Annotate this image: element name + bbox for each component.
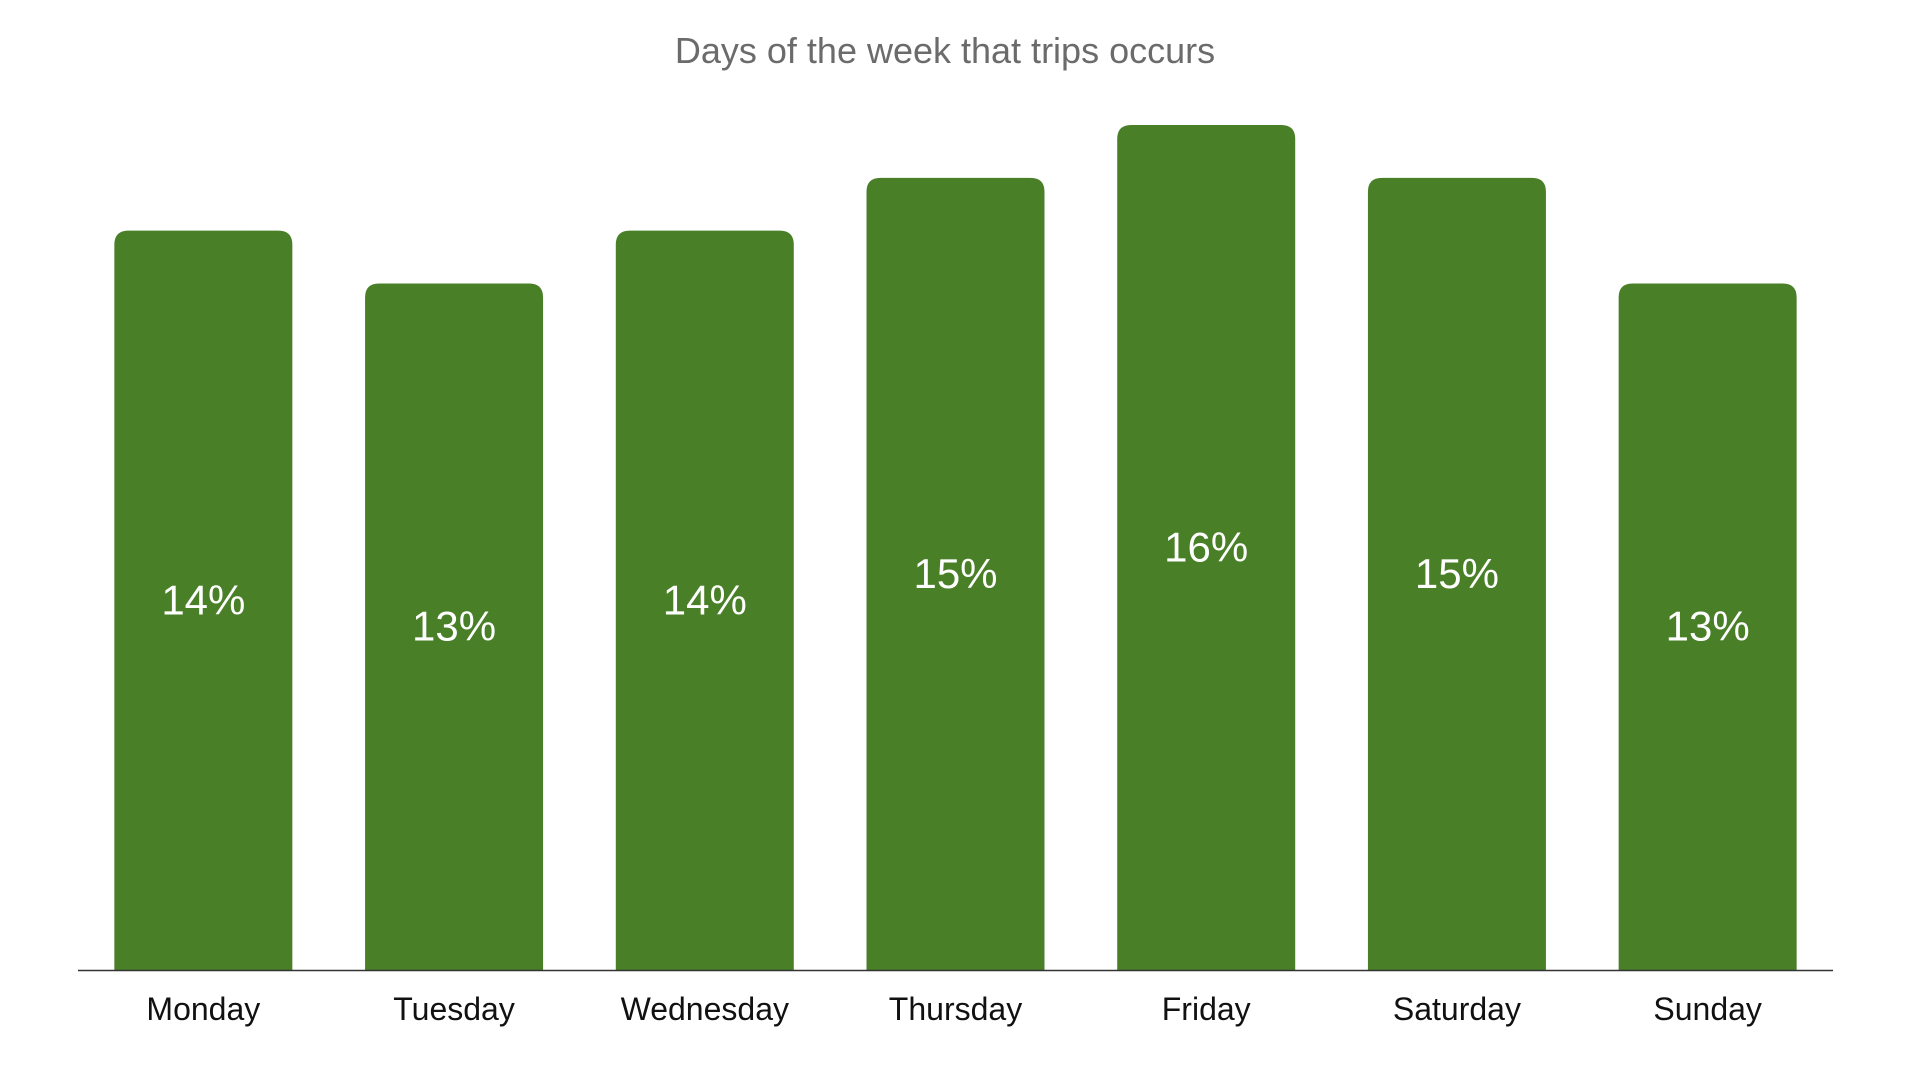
category-label-monday: Monday: [146, 991, 260, 1027]
category-label-tuesday: Tuesday: [393, 991, 515, 1027]
category-label-friday: Friday: [1162, 991, 1251, 1027]
category-label-sunday: Sunday: [1653, 991, 1762, 1027]
value-label-tuesday: 13%: [412, 603, 496, 650]
value-labels-layer: 14% 13% 14% 15% 16% 15% 13%: [161, 524, 1749, 650]
value-label-saturday: 15%: [1415, 550, 1499, 597]
value-label-friday: 16%: [1164, 524, 1248, 571]
category-label-saturday: Saturday: [1393, 991, 1521, 1027]
category-label-thursday: Thursday: [889, 991, 1022, 1027]
value-label-wednesday: 14%: [663, 576, 747, 623]
category-label-wednesday: Wednesday: [621, 991, 789, 1027]
value-label-monday: 14%: [161, 576, 245, 623]
bar-saturday: [1367, 177, 1546, 970]
bar-friday: [1117, 125, 1296, 970]
bar-thursday: [866, 177, 1045, 970]
bar-monday: [114, 230, 293, 970]
value-label-thursday: 15%: [913, 550, 997, 597]
chart-title: Days of the week that trips occurs: [674, 30, 1216, 71]
value-label-sunday: 13%: [1666, 603, 1750, 650]
bars-layer: [114, 125, 1797, 970]
bar-wednesday: [615, 230, 794, 970]
bar-sunday: [1618, 283, 1797, 970]
bar-tuesday: [365, 283, 544, 970]
category-labels-layer: Monday Tuesday Wednesday Thursday Friday Satu…: [146, 991, 1761, 1027]
